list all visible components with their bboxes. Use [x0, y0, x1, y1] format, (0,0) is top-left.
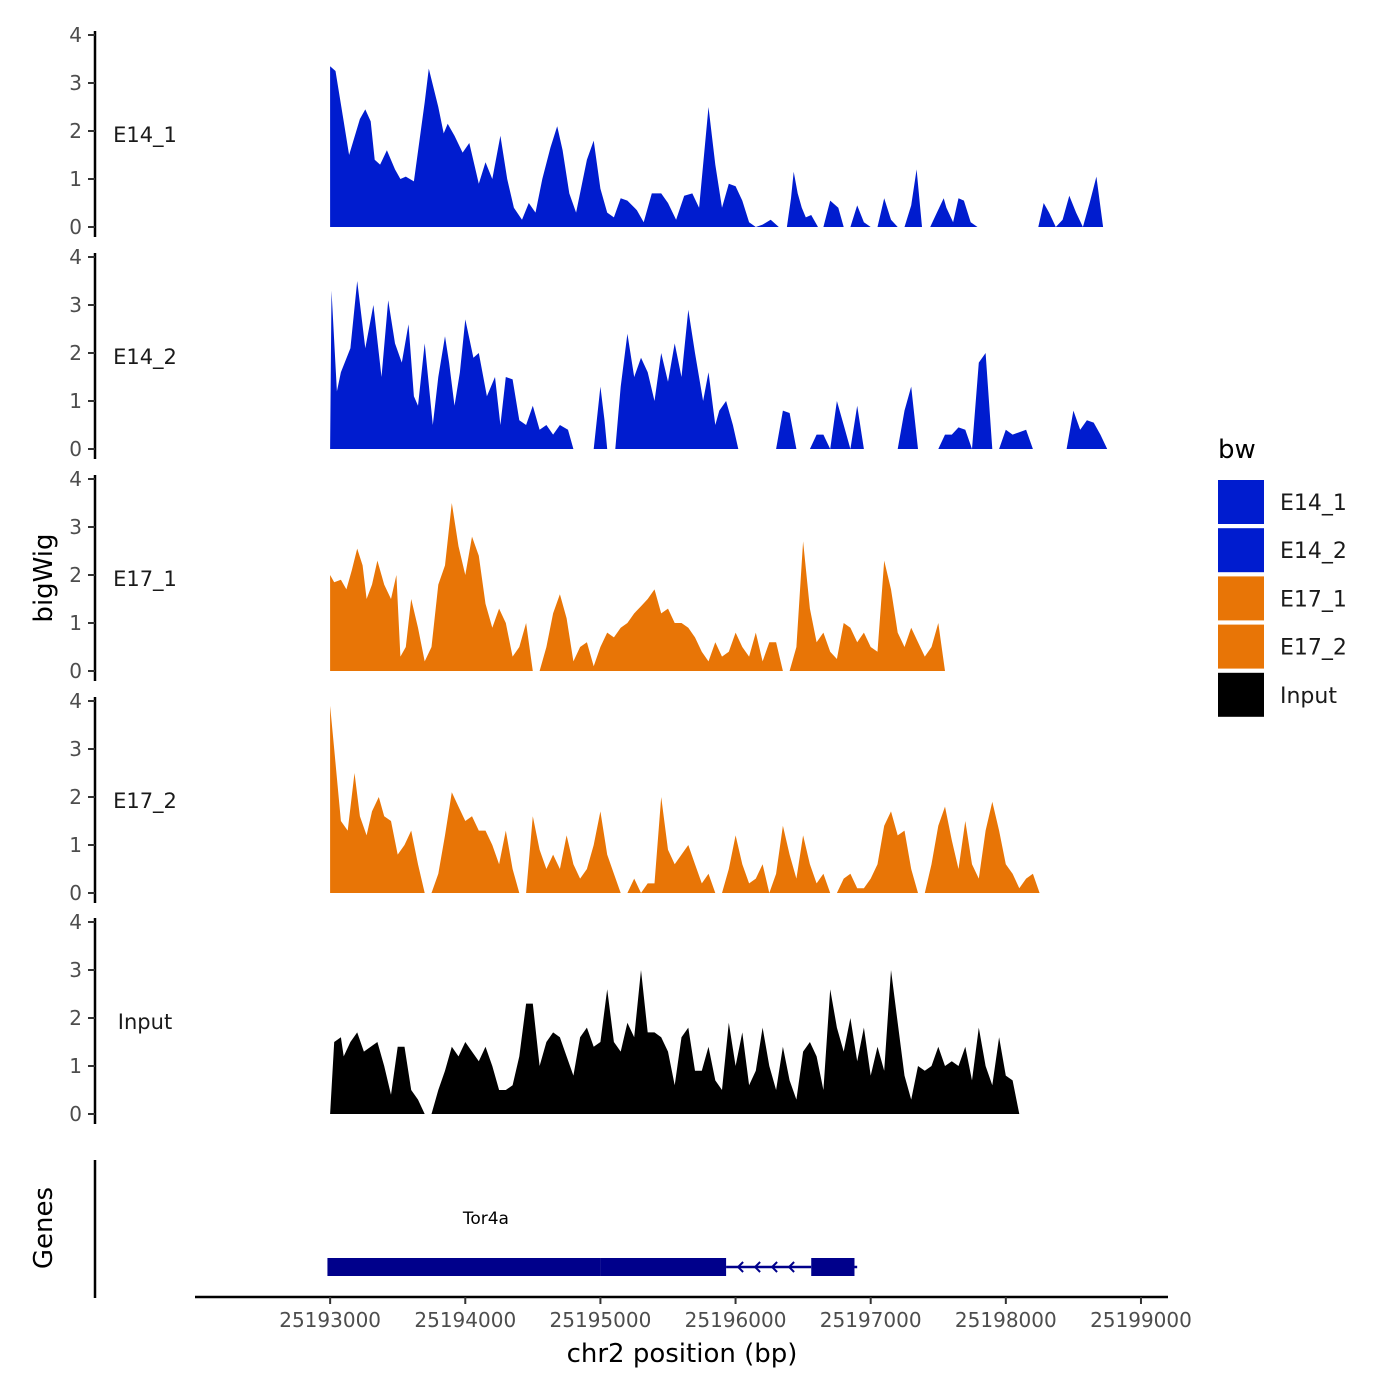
track-label: E14_2: [113, 345, 177, 370]
y-tick-label: 3: [69, 737, 82, 761]
gene-label: Tor4a: [462, 1209, 509, 1229]
x-tick-label: 25194000: [414, 1308, 516, 1332]
legend-label: E14_2: [1280, 539, 1347, 564]
x-tick-label: 25197000: [820, 1308, 922, 1332]
strand-arrow: [770, 1261, 778, 1273]
gene-panel-title: Genes: [29, 1187, 59, 1269]
y-tick-label: 0: [69, 1102, 82, 1126]
legend-swatch: [1218, 672, 1264, 717]
y-tick-label: 2: [69, 341, 82, 365]
signal-area: [330, 66, 1123, 227]
track-e17-1: 0 1 2 3 4 E17_1: [69, 467, 1121, 683]
legend-label: Input: [1280, 684, 1337, 709]
track-label: E14_1: [113, 123, 177, 148]
track-e17-2: 0 1 2 3 4 E17_2: [69, 689, 1121, 905]
y-tick-label: 0: [69, 659, 82, 683]
x-tick-label: 25196000: [685, 1308, 787, 1332]
x-tick-label: 25195000: [550, 1308, 652, 1332]
y-tick-label: 0: [69, 215, 82, 239]
legend-swatch: [1218, 576, 1264, 621]
y-tick-label: 4: [69, 467, 82, 491]
signal-area: [330, 705, 1121, 893]
y-tick-label: 2: [69, 785, 82, 809]
y-tick-label: 0: [69, 437, 82, 461]
x-tick-label: 25198000: [955, 1308, 1057, 1332]
y-tick-label: 2: [69, 119, 82, 143]
legend-swatch: [1218, 624, 1264, 669]
y-tick-label: 1: [69, 611, 82, 635]
gene-panel: Tor4a: [93, 1160, 858, 1298]
x-axis-title: chr2 position (bp): [567, 1339, 798, 1369]
strand-arrow: [753, 1261, 761, 1273]
track-input: 0 1 2 3 4 Input: [69, 910, 1121, 1126]
signal-area: [330, 970, 1121, 1114]
tracks-layer: 0 1 2 3 4 E14_1 0 1 2 3 4 E14_2 0 1 2 3 4 E17_1 0 1 2 3 4 E17_2…: [69, 23, 1123, 1126]
track-label: E17_2: [113, 789, 177, 814]
track-e14-1: 0 1 2 3 4 E14_1: [69, 23, 1123, 239]
legend-label: E14_1: [1280, 491, 1347, 516]
y-tick-label: 1: [69, 1054, 82, 1078]
y-tick-label: 1: [69, 167, 82, 191]
track-label: E17_1: [113, 567, 177, 592]
y-tick-label: 1: [69, 389, 82, 413]
signal-area: [330, 503, 1121, 671]
legend-swatch: [1218, 480, 1264, 524]
y-tick-label: 1: [69, 833, 82, 857]
gene-exon: [811, 1258, 855, 1276]
y-axis-title: bigWig: [29, 533, 59, 622]
track-label: Input: [118, 1010, 172, 1034]
legend-label: E17_2: [1280, 636, 1347, 661]
y-tick-label: 4: [69, 910, 82, 934]
y-tick-label: 2: [69, 1006, 82, 1030]
y-tick-label: 3: [69, 293, 82, 317]
y-tick-label: 3: [69, 515, 82, 539]
legend-swatch: [1218, 528, 1264, 573]
y-tick-label: 4: [69, 23, 82, 47]
signal-area: [330, 281, 1121, 449]
x-axis: 25193000 25194000 25195000 25196000 25197000…: [195, 1295, 1192, 1332]
x-tick-label: 25199000: [1090, 1308, 1192, 1332]
strand-arrow: [787, 1261, 795, 1273]
y-tick-label: 4: [69, 245, 82, 269]
gene-exon: [600, 1258, 727, 1276]
strand-arrow: [736, 1261, 744, 1273]
track-e14-2: 0 1 2 3 4 E14_2: [69, 245, 1121, 461]
y-tick-label: 2: [69, 563, 82, 587]
legend-label: E17_1: [1280, 587, 1347, 612]
y-tick-label: 3: [69, 71, 82, 95]
legend: bw E14_1 E14_2 E17_1 E17_2 Input: [1218, 435, 1347, 717]
y-tick-label: 3: [69, 958, 82, 982]
legend-title: bw: [1218, 435, 1256, 465]
x-tick-label: 25193000: [279, 1308, 381, 1332]
gene-exon: [327, 1258, 601, 1276]
gene-tor4a: Tor4a: [327, 1209, 858, 1276]
y-tick-label: 4: [69, 689, 82, 713]
y-tick-label: 0: [69, 881, 82, 905]
